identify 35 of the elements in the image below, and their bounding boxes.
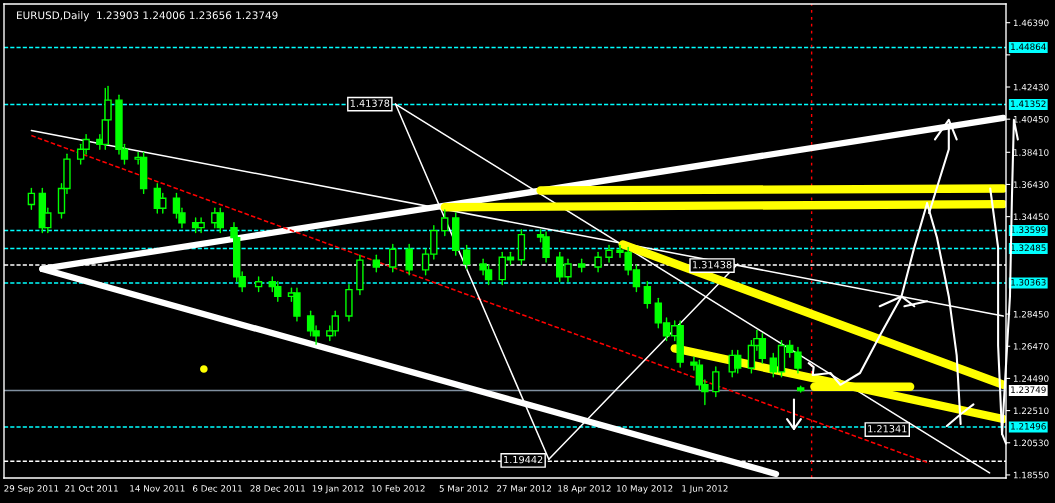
y-tick-label: 1.18550 — [1013, 471, 1049, 479]
text: EURUSD,Daily 1.23903 1.24006 1.23656 1.23749 — [17, 11, 278, 22]
x-tick-label: 5 Mar 2012 — [439, 485, 489, 492]
x-tick-label: 19 Jan 2012 — [312, 485, 364, 494]
y-tick-label: 1.38410 — [1013, 149, 1049, 156]
ref-line-label: 1.23749 — [1011, 386, 1046, 393]
x-tick-label: 18 Apr 2012 — [558, 485, 611, 494]
x-tick-label: 27 Mar 2012 — [497, 485, 552, 492]
x-tick-label: 10 May 2012 — [617, 485, 673, 494]
y-tick-label: 1.42430 — [1013, 83, 1049, 91]
ref-line-label: 1.41352 — [1011, 100, 1046, 108]
x-tick-label: 29 Sep 2011 — [4, 485, 59, 494]
ref-line-label: 1.21496 — [1011, 422, 1046, 430]
ref-line-label: 1.30363 — [1011, 278, 1046, 286]
x-tick-label: 28 Dec 2011 — [250, 485, 305, 492]
y-tick-label: 1.46390 — [1013, 19, 1049, 27]
y-tick-label: 1.22510 — [1013, 407, 1049, 415]
x-tick-label: 14 Nov 2011 — [130, 485, 185, 492]
x-tick-label: 6 Dec 2011 — [192, 485, 242, 492]
annotation: 1.19442 — [504, 455, 543, 464]
annotation: 1.21341 — [868, 425, 907, 433]
y-tick-label: 1.28450 — [1013, 310, 1049, 318]
y-tick-label: 1.36430 — [1013, 181, 1049, 188]
y-tick-label: 1.40450 — [1013, 116, 1049, 123]
x-tick-label: 21 Oct 2011 — [65, 485, 118, 492]
ref-line-label: 1.44864 — [1011, 43, 1046, 51]
y-tick-label: 1.24490 — [1013, 375, 1049, 382]
annotation: 1.31438 — [693, 261, 732, 269]
x-tick-label: 10 Feb 2012 — [371, 484, 425, 492]
ref-line-label: 1.33599 — [1011, 226, 1046, 233]
y-tick-label: 1.26470 — [1013, 343, 1049, 350]
annotation: 1.41378 — [350, 99, 390, 107]
y-tick-label: 1.34450 — [1013, 213, 1049, 221]
y-tick-label: 1.20530 — [1013, 439, 1049, 447]
x-tick-label: 1 Jun 2012 — [682, 485, 728, 494]
